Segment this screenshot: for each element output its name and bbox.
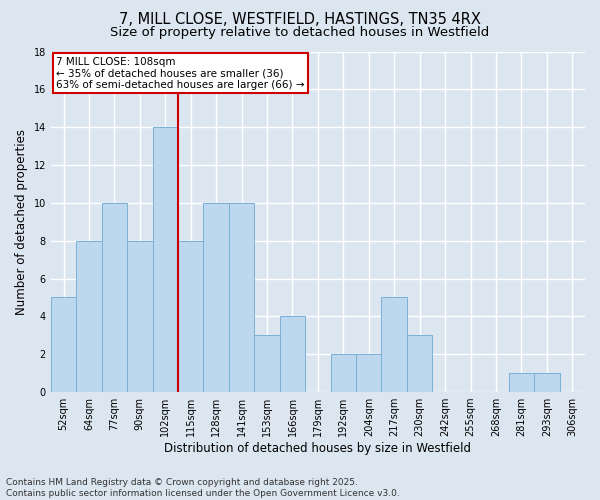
Bar bbox=[76, 240, 101, 392]
Bar bbox=[254, 336, 280, 392]
Bar bbox=[331, 354, 356, 392]
Bar bbox=[229, 203, 254, 392]
Bar bbox=[203, 203, 229, 392]
Bar bbox=[127, 240, 152, 392]
Text: 7, MILL CLOSE, WESTFIELD, HASTINGS, TN35 4RX: 7, MILL CLOSE, WESTFIELD, HASTINGS, TN35… bbox=[119, 12, 481, 28]
Text: 7 MILL CLOSE: 108sqm
← 35% of detached houses are smaller (36)
63% of semi-detac: 7 MILL CLOSE: 108sqm ← 35% of detached h… bbox=[56, 56, 305, 90]
X-axis label: Distribution of detached houses by size in Westfield: Distribution of detached houses by size … bbox=[164, 442, 472, 455]
Bar bbox=[280, 316, 305, 392]
Bar bbox=[51, 298, 76, 392]
Y-axis label: Number of detached properties: Number of detached properties bbox=[15, 129, 28, 315]
Bar bbox=[534, 373, 560, 392]
Text: Contains HM Land Registry data © Crown copyright and database right 2025.
Contai: Contains HM Land Registry data © Crown c… bbox=[6, 478, 400, 498]
Text: Size of property relative to detached houses in Westfield: Size of property relative to detached ho… bbox=[110, 26, 490, 39]
Bar bbox=[356, 354, 382, 392]
Bar bbox=[509, 373, 534, 392]
Bar bbox=[152, 127, 178, 392]
Bar bbox=[101, 203, 127, 392]
Bar bbox=[382, 298, 407, 392]
Bar bbox=[407, 336, 433, 392]
Bar bbox=[178, 240, 203, 392]
